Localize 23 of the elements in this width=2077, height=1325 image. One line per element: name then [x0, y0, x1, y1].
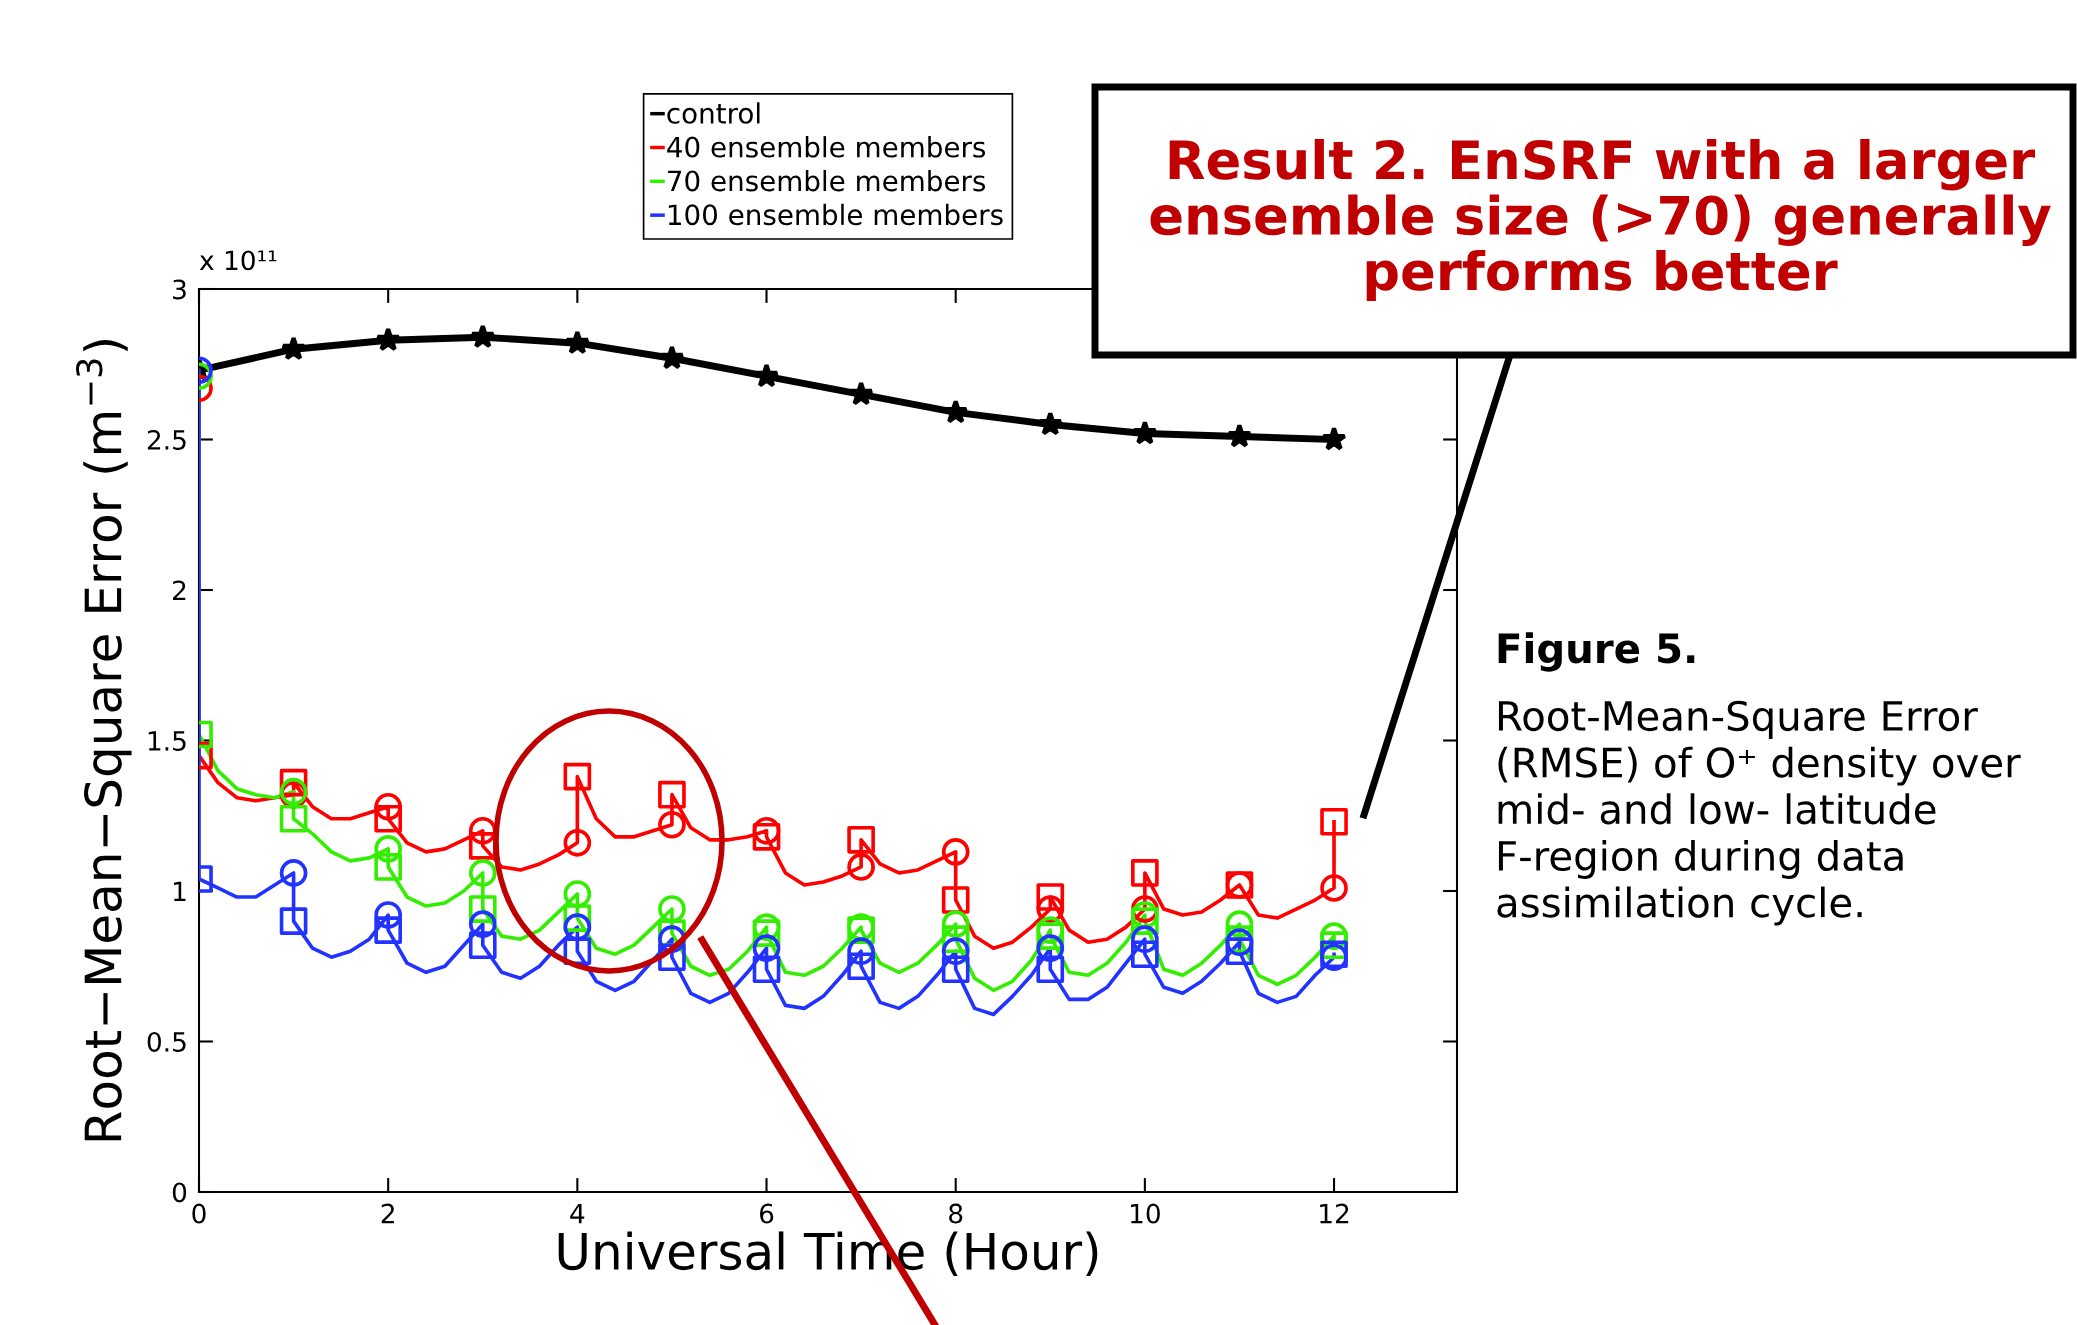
y-tick-label: 0.5	[147, 1031, 186, 1052]
y-tick-label: 1	[174, 881, 186, 902]
y-tick-label: 0	[172, 1182, 187, 1203]
legend-label: 100 ensemble members	[668, 203, 1003, 226]
x-tick-label: 6	[759, 1203, 774, 1224]
x-tick-label: 0	[192, 1203, 206, 1224]
annotation: Result 2. EnSRF with a larger ensemble size (>70) generally performs better	[1150, 138, 2051, 302]
legend-label: 40 ensemble members	[667, 136, 986, 158]
x-tick-label: 2	[381, 1203, 394, 1224]
y-axis-title: Root−Mean−Square Error (m$^{−3}$)	[76, 340, 132, 1141]
x-tick-label: 12	[1320, 1203, 1349, 1224]
x-tick-label: 4	[570, 1203, 585, 1224]
y-tick-label: 1.5	[148, 731, 186, 751]
y-tick-label: 3	[173, 279, 186, 300]
text: Root-Mean-Square Error (RMSE) of O⁺ density over mid- and low- latitude F-region during data assimilation cycle.	[1497, 700, 2021, 926]
y-tick-label: 2.5	[147, 429, 186, 450]
y-tick-label: 2	[173, 580, 186, 601]
caption: Figure 5.	[1498, 632, 1695, 672]
legend-label: control	[667, 102, 760, 124]
x-tick-label: 8	[949, 1203, 963, 1224]
text: x 10¹¹	[199, 250, 277, 271]
legend-label: 70 ensemble members	[668, 169, 986, 192]
x-tick-label: 10	[1130, 1203, 1160, 1224]
